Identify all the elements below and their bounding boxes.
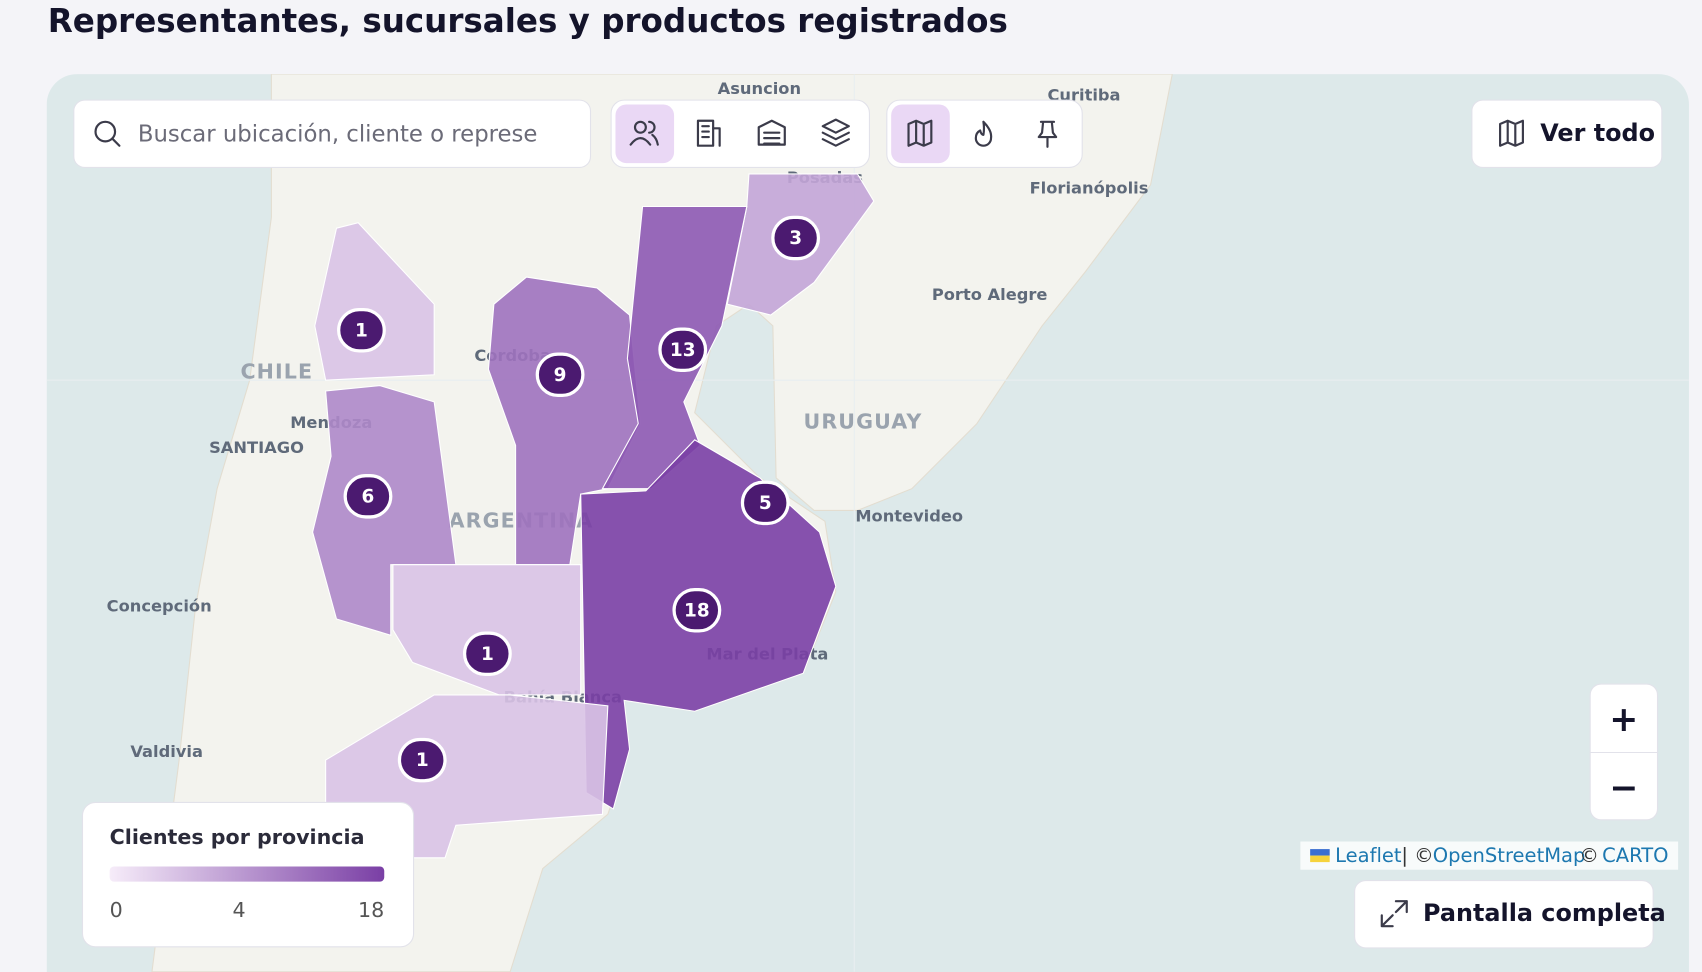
legend: Clientes por provincia 0 4 18 — [81, 801, 415, 948]
cluster-marker[interactable]: 13 — [658, 327, 708, 373]
search-box[interactable]: Buscar ubicación, cliente o represe — [73, 99, 592, 168]
layer-toolbar — [610, 99, 1083, 168]
attribution-text: | © — [1401, 844, 1433, 867]
province — [487, 276, 641, 566]
province — [392, 564, 582, 696]
cluster-badge — [343, 474, 393, 519]
choropleth-button[interactable] — [891, 104, 950, 164]
cluster-badge — [337, 307, 386, 353]
cluster-count: 6 — [362, 486, 375, 507]
map-label: Curitiba — [1047, 85, 1120, 104]
cluster-badge — [672, 588, 722, 633]
zoom-out[interactable]: − — [1609, 768, 1638, 808]
building-icon[interactable] — [696, 119, 721, 147]
pin-icon[interactable] — [1037, 120, 1058, 148]
legend-tick: 0 — [110, 898, 123, 922]
cluster-count: 9 — [554, 365, 567, 386]
map-label: Montevideo — [855, 506, 963, 525]
cluster-count: 18 — [684, 600, 710, 621]
cluster-marker[interactable]: 18 — [672, 588, 722, 633]
cluster-marker[interactable]: 1 — [397, 737, 447, 783]
attribution-link[interactable]: CARTO — [1602, 844, 1668, 867]
map-label: URUGUAY — [804, 410, 923, 434]
zoom-in[interactable]: + — [1609, 700, 1638, 740]
legend-tick: 4 — [233, 898, 246, 922]
map-label: Porto Alegre — [932, 285, 1048, 304]
cluster-badge — [771, 215, 821, 261]
cluster-marker[interactable]: 6 — [343, 474, 393, 519]
people-icon — [629, 120, 659, 146]
map-icon — [907, 119, 933, 147]
map-label: Florianópolis — [1030, 179, 1149, 198]
cluster-badge — [740, 480, 790, 526]
map-label: Asuncion — [718, 79, 801, 98]
layers-icon[interactable] — [821, 118, 850, 147]
cluster-marker[interactable]: 1 — [337, 307, 386, 353]
people-button[interactable] — [615, 104, 675, 164]
attribution-text: © — [1579, 844, 1599, 867]
cluster-marker[interactable]: 1 — [462, 631, 512, 676]
map-label: Valdivia — [130, 742, 203, 761]
cluster-count: 13 — [670, 340, 696, 361]
cluster-marker[interactable]: 5 — [740, 480, 790, 526]
warehouse-icon[interactable] — [757, 119, 786, 146]
view-all-label: Ver todo — [1540, 119, 1655, 147]
search-placeholder: Buscar ubicación, cliente o represe — [138, 121, 538, 147]
zoom-control: + − — [1589, 683, 1659, 821]
cluster-count: 1 — [416, 750, 429, 771]
fullscreen-button[interactable]: Pantalla completa — [1354, 880, 1666, 949]
heat-icon[interactable] — [974, 120, 993, 147]
cluster-count: 1 — [355, 320, 368, 341]
cluster-badge — [462, 631, 512, 676]
page-title: Representantes, sucursales y productos r… — [48, 2, 1008, 40]
map-label: Concepción — [107, 597, 212, 616]
cluster-count: 5 — [759, 493, 772, 514]
legend-title: Clientes por provincia — [110, 825, 365, 849]
attribution-link[interactable]: Leaflet — [1335, 844, 1402, 867]
attribution: Leaflet | © OpenStreetMap © CARTO — [1300, 841, 1679, 870]
cluster-marker[interactable]: 3 — [771, 215, 821, 261]
cluster-count: 3 — [789, 228, 802, 249]
cluster-count: 1 — [481, 644, 494, 665]
cluster-badge — [658, 327, 708, 373]
legend-gradient — [109, 866, 385, 882]
cluster-badge — [535, 352, 585, 397]
fullscreen-label: Pantalla completa — [1423, 899, 1666, 927]
cluster-badge — [397, 737, 447, 783]
view-all-button[interactable]: Ver todo — [1471, 99, 1663, 168]
attribution-link[interactable]: OpenStreetMap — [1433, 844, 1586, 867]
map-label: CHILE — [240, 360, 313, 384]
legend-tick: 18 — [358, 898, 384, 922]
cluster-marker[interactable]: 9 — [535, 352, 585, 397]
map-label: SANTIAGO — [209, 438, 304, 457]
